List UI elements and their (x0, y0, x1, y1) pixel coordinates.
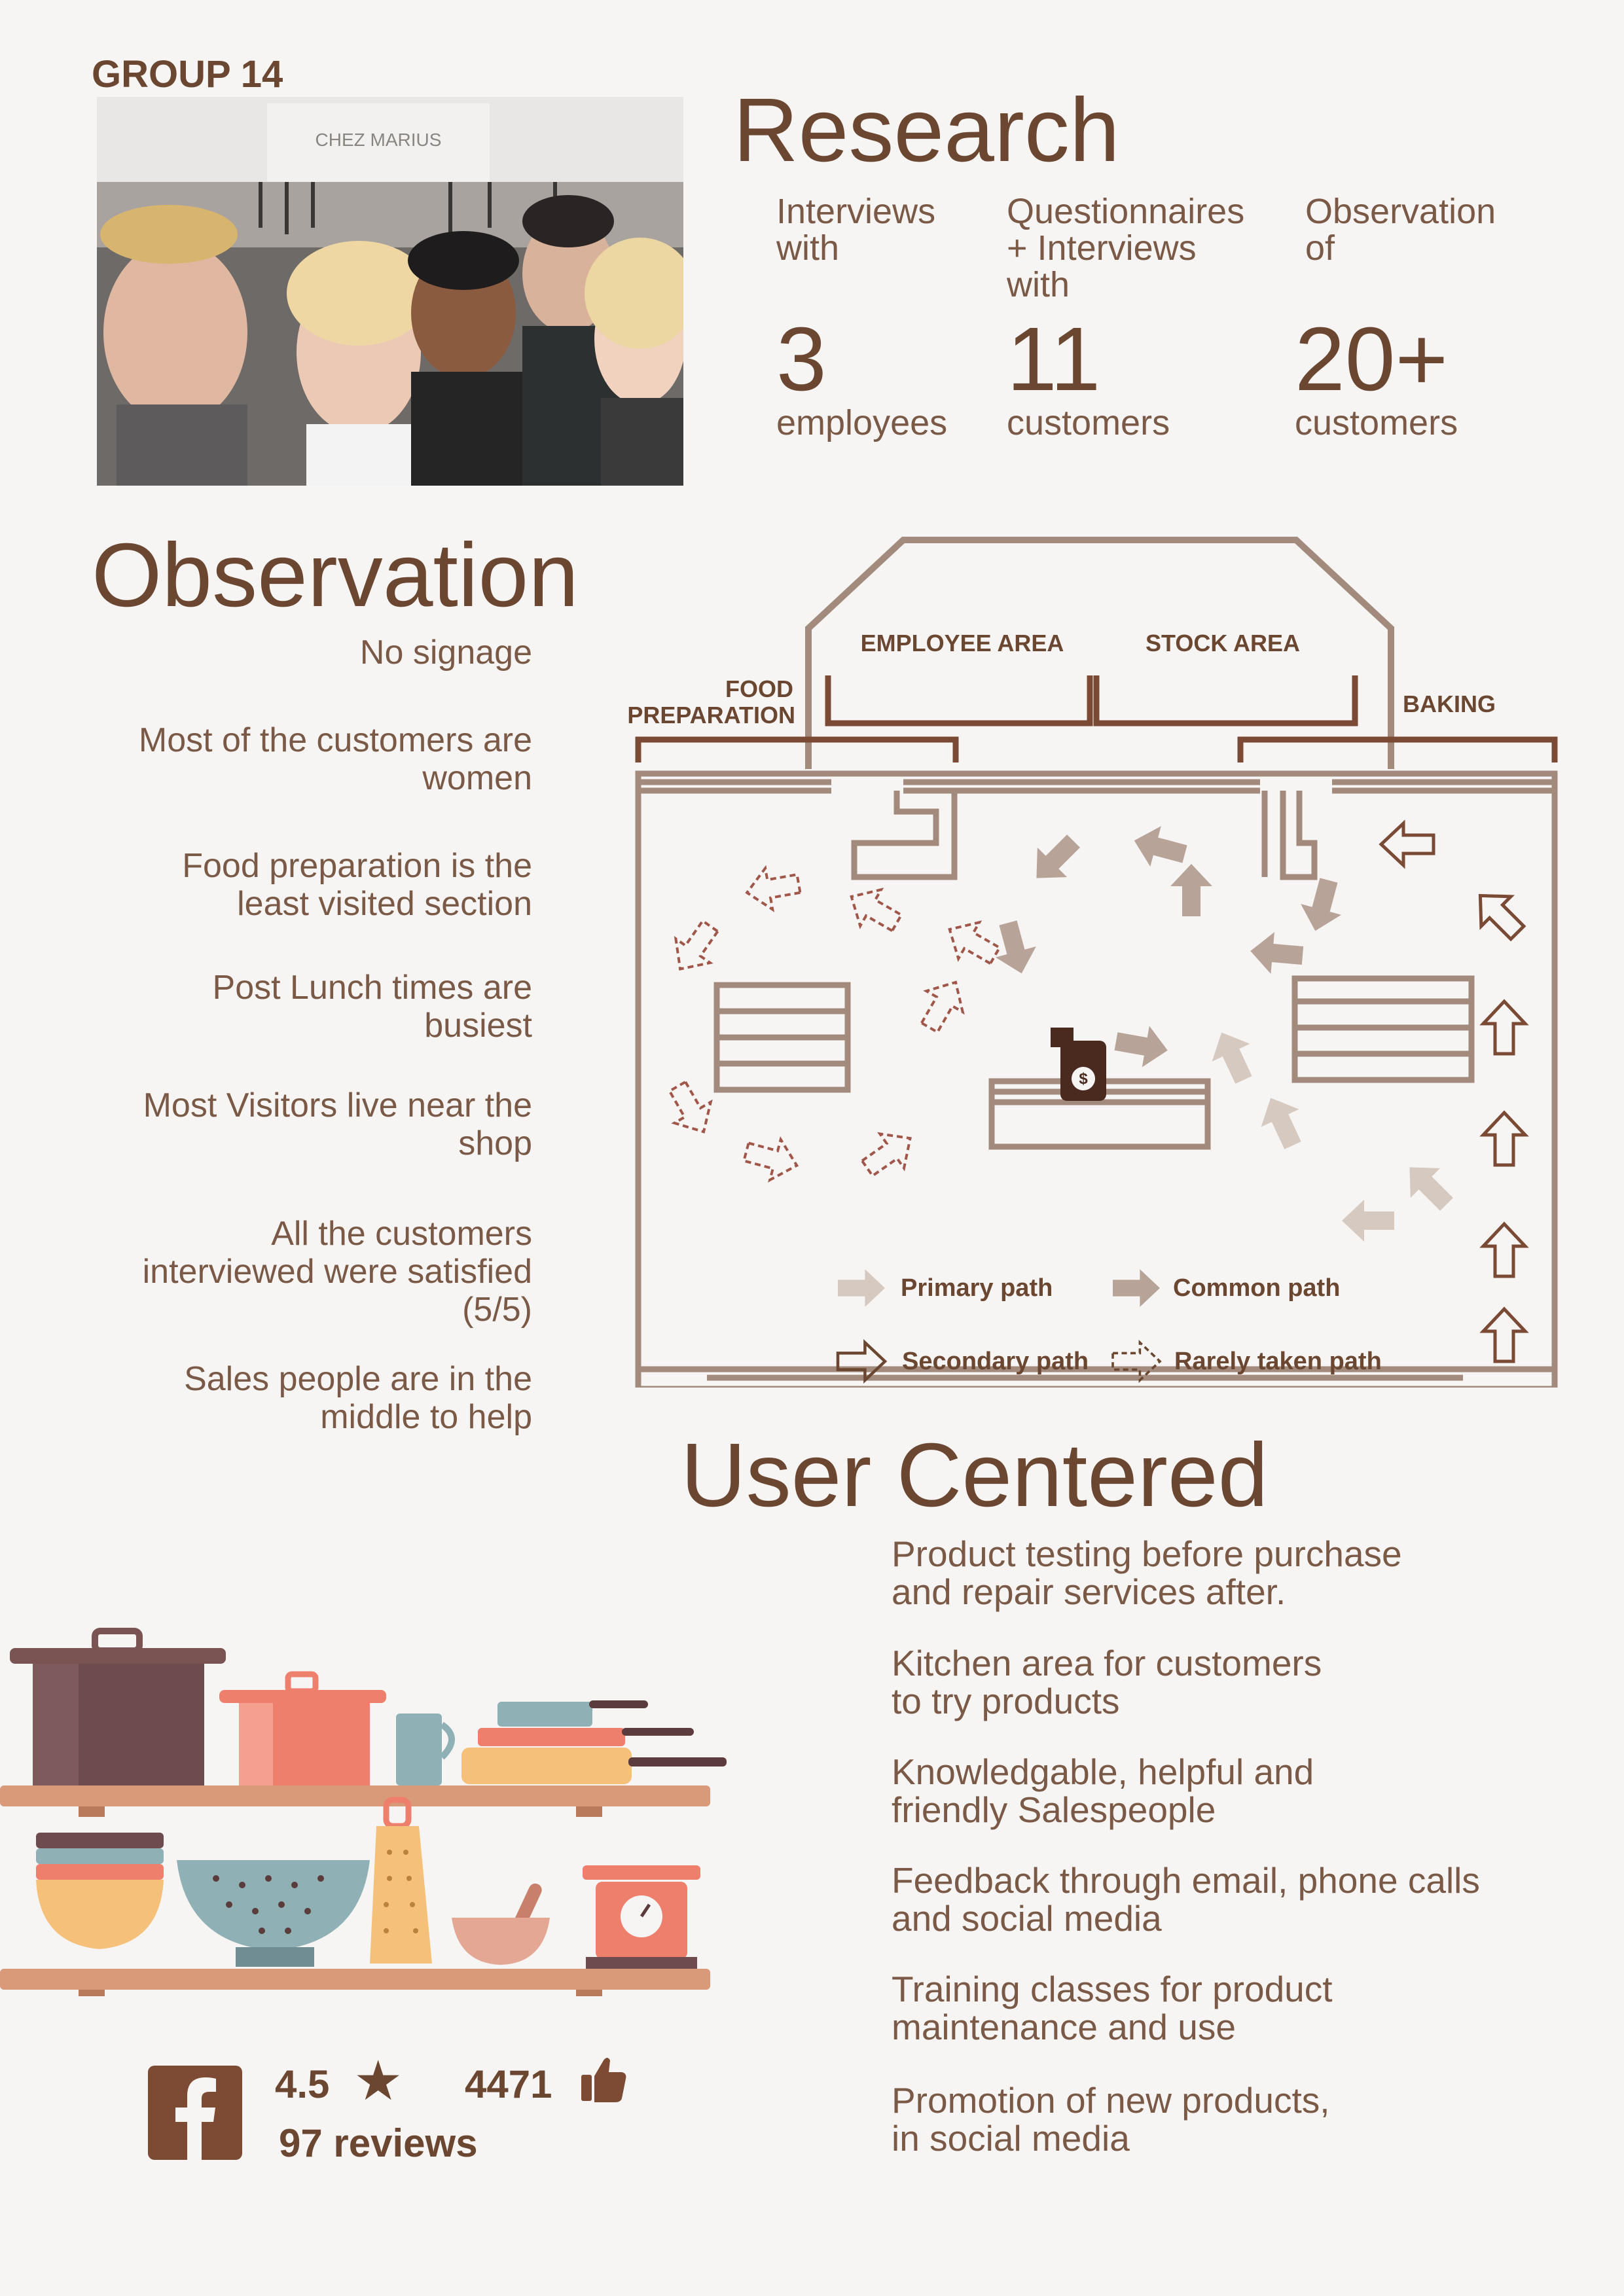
svg-text:$: $ (1079, 1070, 1088, 1088)
cash-register-icon: $ (1051, 1028, 1106, 1101)
legend-rarely: Rarely taken path (1174, 1348, 1382, 1375)
stat-number: 20+ (1295, 309, 1449, 410)
observation-item: Most of the customers are women (138, 721, 532, 797)
stat-employees: Interviews with (776, 193, 935, 266)
kitchen-scale-icon (583, 1865, 700, 1969)
stat-number: 11 (1007, 309, 1101, 410)
store-floor-plan: EMPLOYEE AREA STOCK AREA FOOD PREPARATIO… (627, 537, 1558, 1388)
legend: Primary path Common path Secondary path … (838, 1269, 1382, 1380)
grater-icon (370, 1797, 432, 1964)
stock-pot-icon (10, 1628, 226, 1785)
colander-icon (177, 1860, 370, 1967)
stat-unit: employees (776, 403, 948, 442)
user-centered-item: Promotion of new products, in social med… (892, 2080, 1330, 2159)
mortar-and-pestle-icon (452, 1883, 550, 1965)
user-centered-item: Kitchen area for customers to try produc… (892, 1643, 1322, 1721)
observation-item: All the customers interviewed were satis… (142, 1215, 532, 1329)
facebook-reviews: 97 reviews (279, 2121, 478, 2165)
legend-secondary: Secondary path (902, 1348, 1089, 1375)
employee-area-label: EMPLOYEE AREA (861, 630, 1064, 656)
observation-item: Sales people are in the middle to help (184, 1360, 532, 1436)
stat-label: Observation of (1305, 192, 1496, 268)
stat-label: Questionnaires + Interviews with (1007, 192, 1245, 304)
user-centered-title: User Centered (681, 1425, 1269, 1526)
stat-label: Interviews with (776, 192, 936, 268)
user-centered-item: Product testing before purchase and repa… (892, 1534, 1402, 1612)
saucepan-icon (219, 1671, 386, 1785)
research-title: Research (733, 80, 1120, 181)
bowls-icon (36, 1833, 164, 1949)
legend-primary: Primary path (901, 1274, 1053, 1302)
baking-label: BAKING (1403, 691, 1496, 717)
food-preparation-label-2: PREPARATION (627, 702, 795, 728)
stat-number: 3 (776, 309, 827, 410)
shop-sign: CHEZ MARIUS (316, 130, 442, 150)
facebook-icon (148, 2066, 242, 2160)
stat-unit: customers (1007, 403, 1170, 442)
group-label: GROUP 14 (92, 53, 283, 96)
user-centered-item: Knowledgable, helpful and friendly Sales… (892, 1751, 1314, 1830)
measuring-cup-icon (396, 1713, 455, 1785)
group-photo: CHEZ MARIUS (97, 97, 683, 486)
stat-customers-questionnaires: Questionnaires + Interviews with (1007, 193, 1244, 303)
user-centered-item: Training classes for product maintenance… (892, 1969, 1333, 2047)
observation-item: Most Visitors live near the shop (143, 1086, 532, 1162)
thumbs-up-icon (581, 2055, 627, 2107)
star-icon: ★ (353, 2050, 403, 2111)
observation-item: No signage (359, 634, 532, 672)
food-preparation-label-1: FOOD (725, 675, 793, 702)
stock-area-label: STOCK AREA (1146, 630, 1300, 656)
observation-title: Observation (92, 525, 579, 626)
stat-unit: customers (1295, 403, 1458, 442)
kitchen-shelves-illustration (0, 1628, 727, 1996)
observation-item: Post Lunch times are busiest (212, 969, 532, 1045)
legend-common: Common path (1173, 1274, 1340, 1302)
frying-pans-icon (461, 1700, 727, 1784)
observation-item: Food preparation is the least visited se… (182, 847, 532, 923)
user-centered-item: Feedback through email, phone calls and … (892, 1860, 1480, 1939)
stat-customers-observation: Observation of (1305, 193, 1496, 266)
facebook-rating: 4.5 (275, 2062, 330, 2106)
facebook-likes: 4471 (465, 2062, 552, 2106)
